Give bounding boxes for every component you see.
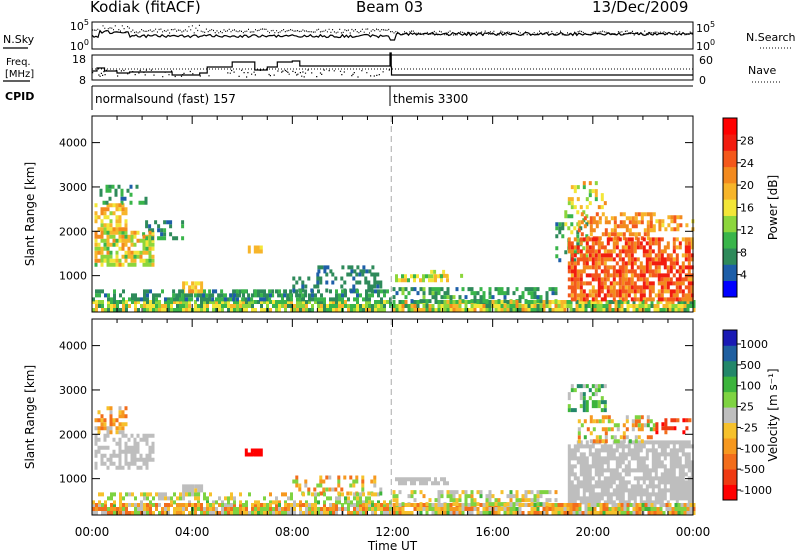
scatter-cells — [92, 406, 696, 515]
colorbar-swatch — [723, 360, 737, 377]
colorbar-swatch — [723, 183, 737, 200]
freq-tick-high: 18 — [72, 53, 86, 66]
x-axis-label: Time UT — [367, 539, 418, 553]
scatter-cells — [92, 384, 694, 515]
colorbar-tick-label: -1000 — [740, 484, 772, 497]
colorbar-swatch — [723, 166, 737, 184]
nsearch-label: N.Search — [746, 31, 796, 44]
y-tick-label: 2000 — [59, 428, 87, 441]
colorbar-swatch — [723, 484, 737, 501]
scatter-cells — [104, 184, 580, 304]
colorbar-tick-label: 12 — [740, 224, 754, 237]
colorbar-swatch — [723, 248, 737, 265]
scatter-cells — [94, 181, 694, 312]
colorbar-swatch — [723, 231, 737, 249]
cpid-segment-label: themis 3300 — [393, 92, 468, 106]
date-title: 13/Dec/2009 — [592, 0, 689, 16]
nsky-label: N.Sky — [3, 33, 35, 46]
noise-tick-low: 100 — [70, 38, 89, 53]
y-tick-label: 1000 — [59, 473, 87, 486]
colorbar-frame — [722, 329, 738, 501]
y-tick-label: 2000 — [59, 225, 87, 238]
colorbar-swatch — [723, 438, 737, 454]
y-tick-label: 4000 — [59, 137, 87, 150]
velocity-panel: 1000 2000 3000 4000 Slant Range [km] 00:00 04:… — [23, 318, 711, 553]
noise-tick-high: 105 — [70, 18, 89, 33]
colorbar-tick-label: 4 — [740, 269, 747, 282]
y-tick-label: 3000 — [59, 181, 87, 194]
freq-axes — [91, 54, 694, 81]
colorbar-swatch — [723, 215, 737, 233]
power-colorbar: 4 8 12 16 20 24 28 Power [dB] — [722, 117, 780, 298]
y-axis-label: Slant Range [km] — [23, 162, 37, 266]
frequency-panel: 18 8 60 0 Freq.[MHz] Nave — [3, 52, 780, 87]
y-tick-label: 1000 — [59, 270, 87, 283]
freq-label-line1: Freq. — [6, 57, 31, 68]
x-tick-label: 16:00 — [475, 525, 510, 539]
colorbar-swatch — [723, 264, 737, 282]
y-tick-label: 3000 — [59, 384, 87, 397]
colorbar-tick-label: -500 — [740, 463, 765, 476]
colorbar-swatch — [723, 199, 737, 216]
cpid-panel: CPID normalsound (fast) 157 themis 3300 — [5, 85, 693, 110]
colorbar-swatch — [723, 118, 737, 135]
freq-label-line2: [MHz] — [5, 69, 34, 80]
colorbar-swatch — [723, 391, 737, 408]
scatter-cells — [92, 184, 693, 312]
colorbar-tick-label: -25 — [740, 421, 758, 434]
nsearch-tick-high: 105 — [696, 20, 715, 35]
colorbar-tick-label: 20 — [740, 179, 754, 192]
nave-scatter — [92, 69, 390, 78]
scatter-cells — [567, 212, 694, 302]
cpid-segment-label: normalsound (fast) 157 — [95, 92, 236, 106]
colorbar-label: Power [dB] — [766, 175, 780, 240]
colorbar-tick-label: -100 — [740, 442, 765, 455]
nsearch-dots — [92, 24, 693, 36]
power-panel: 1000 2000 3000 4000 Slant Range [km] — [23, 115, 696, 313]
x-tick-label: 00:00 — [75, 525, 110, 539]
y-axis-label: Slant Range [km] — [23, 365, 37, 469]
x-tick-label: 12:00 — [375, 525, 410, 539]
colorbar-tick-label: 8 — [740, 246, 747, 259]
x-tick-label: 00:00 — [676, 525, 711, 539]
x-tick-label: 08:00 — [275, 525, 310, 539]
nsearch-tick-low: 100 — [696, 38, 715, 53]
scatter-cells — [570, 384, 607, 413]
nsky-line — [91, 29, 694, 41]
station-title: Kodiak (fitACF) — [90, 0, 201, 16]
colorbar-tick-label: 1000 — [740, 338, 768, 351]
colorbar-swatch — [723, 469, 737, 485]
scatter-cells — [655, 418, 689, 431]
colorbar-tick-label: 16 — [740, 202, 754, 215]
nave-label: Nave — [748, 64, 776, 77]
beam-title: Beam 03 — [356, 0, 424, 16]
colorbar-tick-label: 28 — [740, 134, 754, 147]
colorbar-swatch — [723, 376, 737, 393]
colorbar-swatch — [723, 422, 737, 439]
nave-tick-high: 60 — [699, 54, 713, 67]
colorbar-swatch — [723, 453, 737, 470]
cpid-label: CPID — [5, 90, 34, 103]
colorbar-swatch — [723, 150, 737, 168]
x-tick-label: 04:00 — [175, 525, 210, 539]
freq-tick-low: 8 — [79, 74, 86, 87]
noise-panel: 105 100 105 100 N.Sky N.Search — [3, 18, 796, 53]
colorbar-label: Velocity [m s⁻¹] — [766, 368, 780, 461]
freq-line — [92, 52, 693, 76]
colorbar-swatch — [723, 330, 737, 346]
colorbar-tick-label: 24 — [740, 157, 754, 170]
velocity-colorbar: 1000 500 100 25 -25 -100 -500 -1000 Velocity [m … — [722, 329, 780, 501]
y-tick-label: 4000 — [59, 340, 87, 353]
x-tick-label: 20:00 — [576, 525, 611, 539]
colorbar-swatch — [723, 280, 737, 298]
nave-tick-low: 0 — [699, 74, 706, 87]
colorbar-swatch — [723, 134, 737, 151]
colorbar-tick-label: 500 — [740, 359, 761, 372]
colorbar-tick-label: 100 — [740, 380, 761, 393]
colorbar-swatch — [723, 407, 737, 424]
colorbar-swatch — [723, 345, 737, 362]
scatter-cells — [567, 237, 694, 302]
colorbar-tick-label: 25 — [740, 401, 754, 414]
